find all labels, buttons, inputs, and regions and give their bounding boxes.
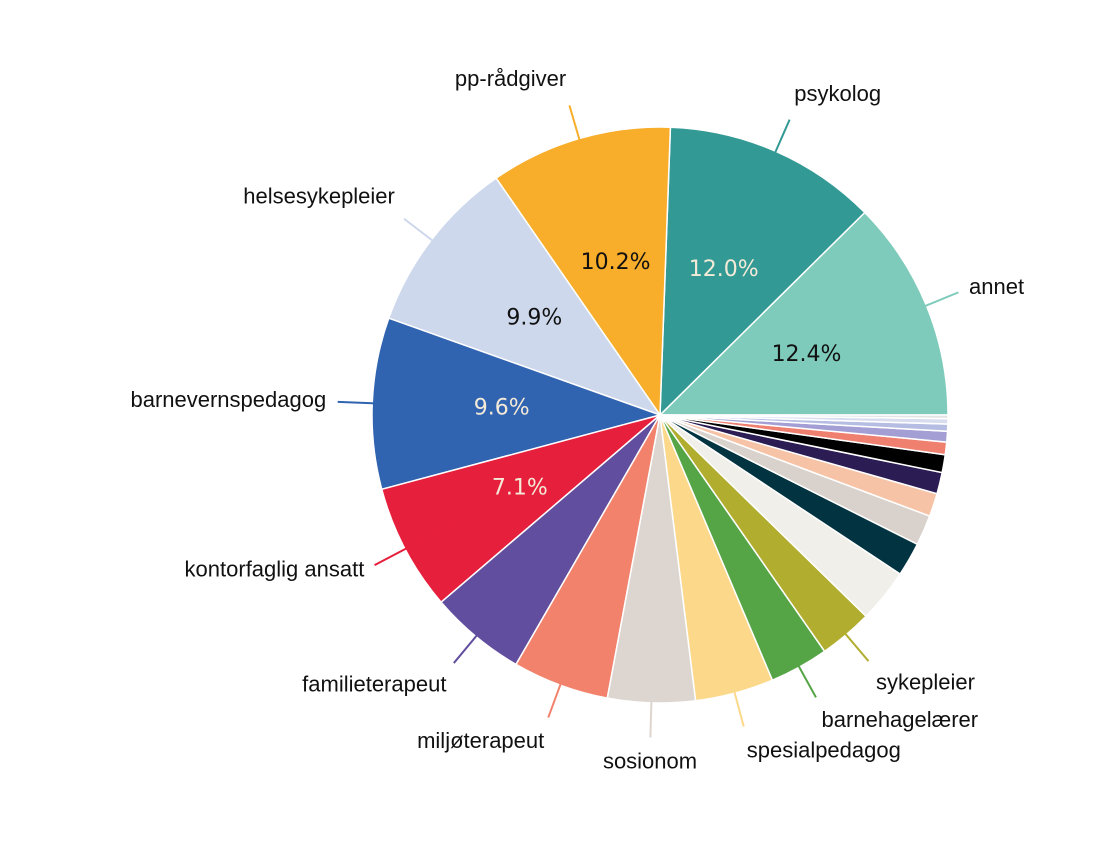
leader-line [717, 631, 745, 727]
leader-line [568, 105, 598, 200]
leader-line [749, 119, 791, 210]
leader-line [403, 217, 483, 280]
category-label: familieterapeut [302, 672, 446, 697]
leader-line [337, 400, 436, 407]
leader-line [767, 611, 817, 698]
leader-line [649, 639, 655, 738]
value-label: 9.9% [506, 306, 562, 331]
value-label: 12.0% [689, 257, 759, 282]
leader-line [547, 625, 584, 718]
category-label: pp-rådgiver [455, 66, 566, 91]
category-label: annet [969, 274, 1024, 299]
value-label: 9.6% [474, 396, 530, 421]
pie-slice [659, 414, 949, 420]
leader-line [453, 587, 518, 664]
leader-line [374, 518, 462, 567]
value-label: 10.2% [581, 250, 651, 275]
category-label: spesialpedagog [747, 737, 901, 762]
category-label: barnevernspedagog [130, 387, 326, 412]
category-label: miljøterapeut [417, 728, 544, 753]
category-label: kontorfaglig ansatt [185, 556, 365, 581]
category-label: psykolog [794, 81, 881, 106]
value-label: 12.4% [772, 342, 842, 367]
category-label: sykepleier [876, 670, 975, 695]
category-label: barnehagelærer [822, 707, 979, 732]
leader-line [804, 585, 870, 662]
leader-line [867, 291, 959, 331]
category-label: helsesykepleier [243, 184, 395, 209]
category-label: sosionom [603, 749, 697, 774]
value-label: 7.1% [492, 476, 548, 501]
